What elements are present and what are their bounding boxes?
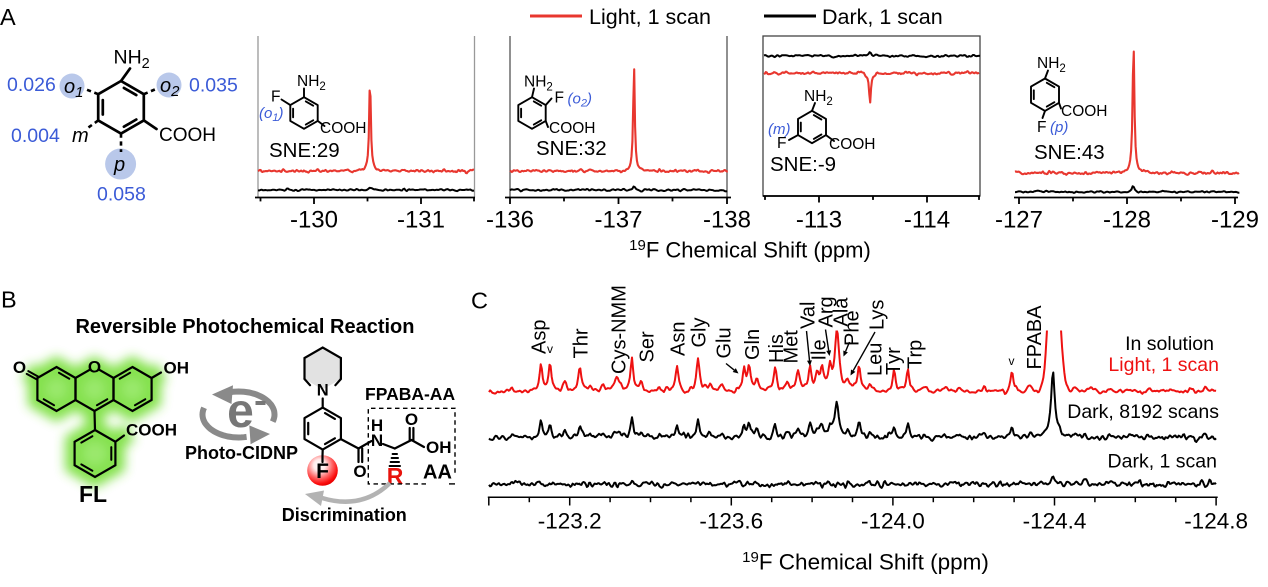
- svg-text:Glu: Glu: [713, 327, 735, 358]
- svg-text:v: v: [547, 342, 553, 356]
- svg-text:F: F: [316, 460, 329, 483]
- svg-text:p: p: [113, 154, 125, 176]
- svg-text:Cys-NMM: Cys-NMM: [608, 285, 630, 374]
- svg-text:e: e: [227, 385, 254, 438]
- svg-text:-123.2: -123.2: [538, 509, 602, 534]
- svg-text:-113: -113: [796, 207, 842, 234]
- svg-text:-137: -137: [594, 207, 642, 234]
- svg-text:O: O: [353, 462, 366, 481]
- svg-text:AA: AA: [423, 462, 452, 484]
- svg-text:(o1): (o1): [259, 105, 283, 124]
- svg-text:Dark, 1 scan: Dark, 1 scan: [822, 5, 943, 29]
- svg-text:Light, 1 scan: Light, 1 scan: [589, 5, 711, 29]
- svg-text:COOH: COOH: [1061, 103, 1108, 120]
- svg-text:SNE:29: SNE:29: [269, 139, 340, 162]
- svg-text:FPABA: FPABA: [1024, 305, 1046, 370]
- svg-text:FPABA-AA: FPABA-AA: [365, 384, 455, 404]
- svg-text:-136: -136: [486, 207, 534, 234]
- svg-text:Thr: Thr: [570, 328, 592, 358]
- svg-text:B: B: [1, 287, 17, 313]
- svg-text:0.035: 0.035: [189, 75, 238, 97]
- svg-text:SNE:32: SNE:32: [536, 137, 607, 160]
- svg-text:Lys: Lys: [866, 300, 888, 330]
- svg-text:-127: -127: [995, 207, 1043, 234]
- svg-text:Asn: Asn: [667, 322, 689, 356]
- svg-text:(p): (p): [1050, 119, 1068, 136]
- svg-text:SNE:-9: SNE:-9: [770, 153, 836, 176]
- svg-text:-124.8: -124.8: [1184, 509, 1248, 534]
- svg-text:COOH: COOH: [159, 125, 216, 146]
- svg-text:C: C: [471, 288, 488, 314]
- svg-text:Photo-CIDNP: Photo-CIDNP: [185, 443, 298, 463]
- svg-text:Light, 1 scan: Light, 1 scan: [1108, 354, 1219, 376]
- svg-text:COOH: COOH: [126, 421, 177, 440]
- svg-text:(m): (m): [768, 121, 791, 138]
- svg-text:SNE:43: SNE:43: [1034, 141, 1105, 164]
- svg-text:Reversible Photochemical React: Reversible Photochemical Reaction: [75, 316, 414, 338]
- svg-text:-124.0: -124.0: [861, 509, 925, 534]
- svg-text:Tyr: Tyr: [883, 347, 905, 375]
- svg-text:m: m: [72, 125, 89, 147]
- svg-text:COOH: COOH: [829, 136, 876, 153]
- svg-text:COOH: COOH: [549, 120, 596, 137]
- svg-text:-129: -129: [1211, 207, 1259, 234]
- svg-text:COOH: COOH: [320, 120, 367, 137]
- svg-text:A: A: [0, 4, 16, 30]
- svg-text:F: F: [271, 89, 280, 106]
- svg-text:-128: -128: [1103, 207, 1151, 234]
- svg-text:F: F: [1037, 119, 1046, 136]
- svg-text:-130: -130: [290, 207, 338, 234]
- svg-text:FL: FL: [79, 481, 107, 507]
- svg-text:Dark, 1 scan: Dark, 1 scan: [1108, 451, 1217, 473]
- svg-text:19F Chemical Shift (ppm): 19F Chemical Shift (ppm): [742, 549, 989, 575]
- svg-text:0.058: 0.058: [97, 184, 146, 206]
- svg-text:Discrimination: Discrimination: [282, 505, 407, 525]
- svg-text:Gln: Gln: [742, 329, 764, 360]
- svg-text:OH: OH: [164, 359, 190, 378]
- svg-text:0.004: 0.004: [11, 125, 60, 147]
- svg-text:OH: OH: [426, 438, 452, 457]
- svg-text:-123.6: -123.6: [699, 509, 763, 534]
- svg-text:O: O: [88, 358, 101, 377]
- svg-text:Trp: Trp: [904, 340, 926, 369]
- svg-text:Met: Met: [780, 330, 802, 364]
- svg-text:0.026: 0.026: [7, 74, 56, 96]
- svg-text:v: v: [1009, 354, 1015, 368]
- svg-text:Phe: Phe: [841, 310, 863, 346]
- svg-text:-138: -138: [703, 207, 751, 234]
- svg-text:H: H: [371, 416, 383, 435]
- svg-text:19F Chemical Shift (ppm): 19F Chemical Shift (ppm): [629, 237, 871, 263]
- svg-text:Gly: Gly: [688, 318, 710, 348]
- svg-text:N: N: [317, 382, 329, 400]
- svg-text:O: O: [13, 358, 26, 377]
- svg-text:(o2): (o2): [568, 91, 592, 110]
- svg-text:Ser: Ser: [636, 331, 658, 362]
- svg-text:O: O: [405, 410, 418, 429]
- svg-text:-124.4: -124.4: [1023, 509, 1087, 534]
- svg-text:-114: -114: [904, 207, 950, 234]
- svg-text:F: F: [555, 90, 564, 107]
- svg-text:In solution: In solution: [1125, 333, 1214, 355]
- svg-text:-131: -131: [397, 207, 445, 234]
- svg-text:Dark, 8192 scans: Dark, 8192 scans: [1067, 401, 1219, 423]
